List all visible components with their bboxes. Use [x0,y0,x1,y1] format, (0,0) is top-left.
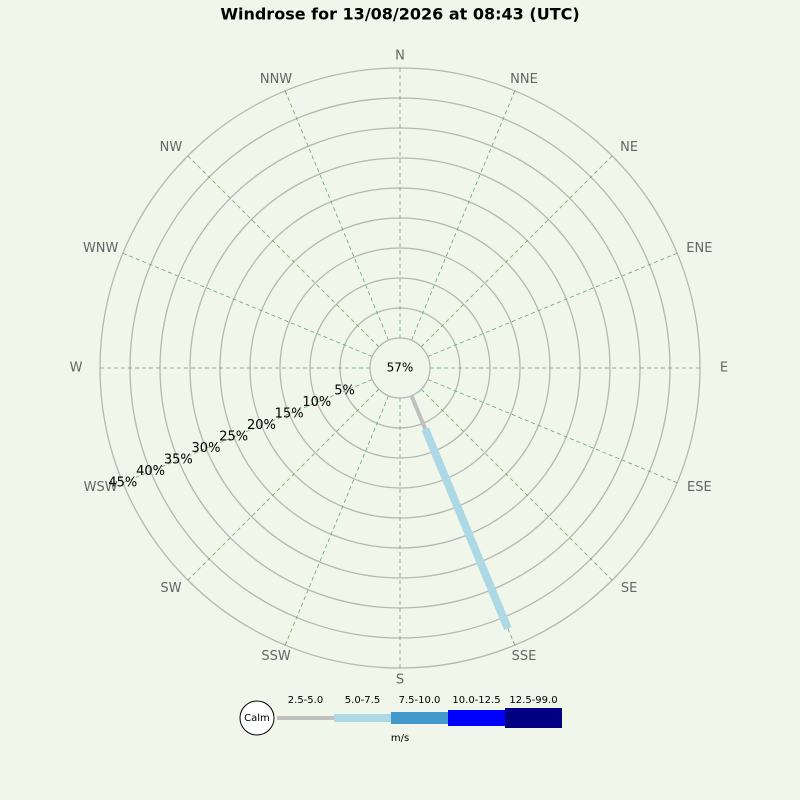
legend-unit: m/s [391,733,409,744]
legend-label: 10.0-12.5 [452,695,500,706]
petal-segment [409,394,428,430]
r-tick-label: 20% [247,418,276,433]
legend-swatch [448,710,505,726]
legend-swatch [505,708,562,728]
petal-segment [418,386,425,393]
legend-swatch [334,714,391,722]
spoke [284,90,389,341]
direction-label: SSW [261,649,291,664]
legend-label: 5.0-7.5 [345,695,380,706]
chart-title: Windrose for 13/08/2026 at 08:43 (UTC) [220,5,579,24]
legend-calm-label: Calm [244,713,270,724]
direction-label: N [395,49,405,64]
spoke [187,388,380,581]
legend-calm [239,700,275,736]
direction-label: S [396,673,404,688]
r-tick-label: 35% [164,452,193,467]
legend-label: 12.5-99.0 [509,695,557,706]
spoke [411,90,516,341]
r-tick-label: 5% [334,383,355,398]
r-tick-label: 40% [136,464,165,479]
calm-value: 57% [387,361,414,375]
r-tick-label: 15% [275,406,304,421]
legend-label: 7.5-10.0 [399,695,441,706]
spoke [187,155,380,348]
spoke [427,379,678,484]
direction-label: E [720,361,728,376]
direction-label: SW [160,581,181,596]
direction-label: ESE [687,480,712,495]
r-tick-label: 45% [108,475,137,490]
r-tick-label: 25% [219,429,248,444]
ring [279,247,521,489]
ring [189,157,611,579]
r-tick-label: 10% [302,395,331,410]
direction-label: NE [620,140,638,155]
calm-circle [369,337,431,399]
direction-label: SE [621,581,637,596]
direction-label: NNW [260,72,292,87]
legend-swatch [391,712,448,724]
direction-label: W [70,361,83,376]
direction-label: ENE [686,241,712,256]
spoke [427,252,678,357]
spoke [122,379,373,484]
direction-label: WSW [84,480,118,495]
direction-label: WNW [83,241,119,256]
spoke [122,252,373,357]
direction-label: NNE [510,72,538,87]
direction-label: SSE [512,649,537,664]
spoke [420,155,613,348]
petal-segment [421,427,512,631]
spoke [420,388,613,581]
legend-label: 2.5-5.0 [288,695,323,706]
spoke [284,395,389,646]
direction-label: NW [160,140,183,155]
r-tick-label: 30% [192,441,221,456]
legend-swatch [277,716,334,720]
